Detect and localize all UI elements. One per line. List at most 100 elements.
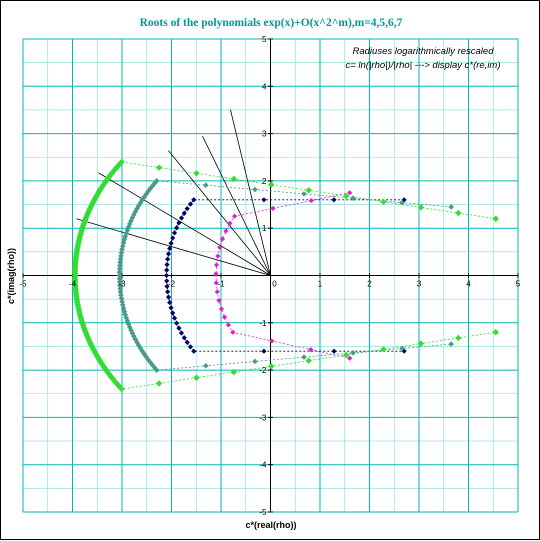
series-2-point bbox=[119, 302, 126, 308]
annotation-line-2: c= ln(|rho|)/|rho| ---> display c*(re,im… bbox=[345, 60, 500, 71]
series-1-point bbox=[171, 315, 178, 321]
series-0-point bbox=[221, 314, 228, 320]
y-tick-label: 5 bbox=[262, 35, 267, 44]
series-0-point bbox=[218, 306, 225, 312]
y-axis-title: c*(imag(rho)) bbox=[6, 248, 16, 304]
series-points bbox=[71, 158, 499, 393]
series-3-point bbox=[193, 170, 200, 177]
series-2-point bbox=[121, 236, 128, 243]
y-tick-label: 3 bbox=[262, 130, 267, 139]
series-0-point bbox=[215, 253, 221, 259]
series-0-point bbox=[308, 347, 314, 353]
series-1-point bbox=[164, 278, 170, 284]
series-1-point bbox=[176, 325, 182, 331]
series-1-point bbox=[164, 262, 170, 268]
series-1-point bbox=[167, 245, 173, 252]
series-2-point bbox=[301, 191, 307, 197]
series-2-point bbox=[135, 202, 142, 209]
series-1-point bbox=[261, 197, 267, 203]
series-1-point bbox=[187, 201, 194, 207]
series-3-point bbox=[455, 334, 462, 342]
series-2-point bbox=[139, 197, 145, 203]
series-2-point bbox=[124, 318, 131, 324]
series-2-point bbox=[128, 327, 134, 333]
series-2-point bbox=[149, 183, 156, 189]
series-3-point bbox=[155, 380, 163, 387]
series-1-point bbox=[164, 267, 170, 273]
series-2-point bbox=[301, 354, 307, 360]
series-0-point bbox=[223, 228, 229, 234]
series-0-point bbox=[269, 338, 275, 344]
series-0-point bbox=[213, 271, 219, 277]
series-2-point bbox=[124, 227, 131, 233]
series-0-point bbox=[227, 220, 233, 226]
series-2-point bbox=[120, 305, 127, 311]
series-1-point bbox=[191, 197, 197, 203]
series-2-point bbox=[119, 246, 125, 253]
series-2-point bbox=[131, 333, 137, 340]
origin-ray bbox=[230, 109, 271, 276]
series-1-point bbox=[170, 235, 176, 241]
series-2-point bbox=[118, 292, 124, 298]
series-1-point bbox=[181, 210, 187, 216]
origin-ray bbox=[202, 136, 271, 276]
series-3-point bbox=[380, 346, 387, 353]
series-0-point bbox=[308, 197, 314, 204]
series-2-point bbox=[252, 358, 258, 365]
series-2-point bbox=[448, 204, 454, 210]
series-2-point bbox=[116, 275, 123, 282]
series-1-point bbox=[331, 197, 337, 203]
series-2-point bbox=[139, 348, 145, 354]
series-3-point bbox=[492, 329, 499, 336]
series-2-point bbox=[137, 200, 144, 206]
series-2-point bbox=[129, 330, 136, 337]
series-2-point bbox=[153, 367, 160, 373]
series-1-point bbox=[261, 348, 267, 354]
series-3-point bbox=[155, 164, 163, 171]
series-2-point bbox=[448, 341, 454, 347]
series-2-point bbox=[126, 324, 133, 330]
series-2-point bbox=[117, 282, 123, 289]
series-1-point bbox=[174, 320, 180, 326]
series-2-point bbox=[134, 205, 140, 212]
series-2-point bbox=[143, 191, 149, 198]
series-1-point bbox=[181, 335, 187, 341]
series-2-point bbox=[116, 269, 123, 276]
x-tick-label: 2 bbox=[367, 280, 372, 289]
series-0-point bbox=[230, 329, 236, 335]
series-2-point bbox=[117, 285, 123, 292]
rays bbox=[76, 109, 271, 276]
series-2-point bbox=[116, 266, 123, 272]
series-2-point bbox=[399, 199, 405, 206]
series-2-point bbox=[132, 208, 139, 215]
series-2-point bbox=[147, 186, 153, 192]
series-3-point bbox=[193, 374, 200, 381]
x-tick-label: -2 bbox=[168, 280, 176, 289]
series-2-point bbox=[350, 349, 356, 356]
y-tick-label: 4 bbox=[262, 82, 267, 91]
series-0-point bbox=[213, 262, 220, 268]
series-2-point bbox=[117, 289, 124, 295]
series-3-point bbox=[417, 204, 425, 211]
annotation-line-1: Radiuses logarithmically rescaled bbox=[353, 46, 495, 57]
x-tick-label: -1 bbox=[217, 280, 225, 289]
origin-ray bbox=[76, 218, 271, 276]
y-tick-label: 1 bbox=[262, 224, 267, 233]
series-2-point bbox=[149, 362, 156, 368]
y-tick-label: -1 bbox=[259, 319, 267, 328]
x-tick-label: -5 bbox=[19, 280, 27, 289]
y-tick-label: -2 bbox=[259, 366, 267, 375]
series-2-point bbox=[117, 259, 123, 266]
series-3-point bbox=[417, 340, 425, 347]
series-3-point bbox=[268, 181, 275, 188]
series-3-point bbox=[305, 357, 312, 364]
series-2-point bbox=[153, 178, 160, 184]
series-1-point bbox=[168, 240, 174, 246]
series-1-point bbox=[178, 215, 185, 221]
series-1-point bbox=[191, 348, 197, 354]
chart-title: Roots of the polynomials exp(x)+O(x^2^m)… bbox=[140, 17, 403, 29]
series-1-point bbox=[165, 251, 172, 257]
series-2-point bbox=[145, 356, 151, 363]
